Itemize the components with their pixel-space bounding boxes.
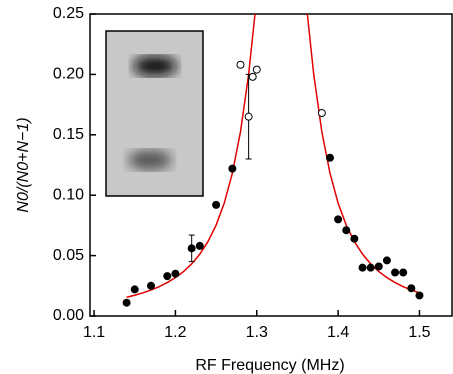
data-point (123, 299, 130, 306)
y-tick-label: 0.20 (53, 66, 84, 83)
data-point (351, 235, 358, 242)
data-point (335, 216, 342, 223)
data-point (383, 257, 390, 264)
data-point (408, 285, 415, 292)
data-point (213, 201, 220, 208)
data-point (318, 110, 325, 117)
y-tick-label: 0.05 (53, 247, 84, 264)
data-point (253, 66, 260, 73)
data-point (326, 154, 333, 161)
chart: RF Frequency (MHz) N0/(N0+N−1) 1.1 1.2 1.3… (0, 0, 453, 374)
data-point (196, 242, 203, 249)
data-point (164, 273, 171, 280)
x-tick-label: 1.5 (408, 324, 430, 341)
x-tick-label: 1.4 (327, 324, 349, 341)
y-axis-label: N0/(N0+N−1) (15, 117, 32, 212)
data-point (131, 286, 138, 293)
data-point (229, 165, 236, 172)
x-tick-label: 1.2 (164, 324, 186, 341)
data-point (416, 292, 423, 299)
data-point (343, 227, 350, 234)
data-point (359, 264, 366, 271)
data-point (188, 245, 195, 252)
x-tick-label: 1.3 (246, 324, 268, 341)
data-point (375, 263, 382, 270)
x-tick-label: 1.1 (83, 324, 105, 341)
data-point (148, 282, 155, 289)
x-axis-label: RF Frequency (MHz) (195, 357, 344, 374)
data-point (245, 113, 252, 120)
data-point (237, 61, 244, 68)
y-tick-label: 0.15 (53, 126, 84, 143)
data-point (249, 73, 256, 80)
y-tick-label: 0.25 (53, 5, 84, 22)
data-point (392, 269, 399, 276)
data-point (400, 269, 407, 276)
y-tick-label: 0.10 (53, 186, 84, 203)
y-tick-label: 0.00 (53, 307, 84, 324)
data-point (172, 270, 179, 277)
inset-image (106, 31, 203, 196)
data-point (367, 264, 374, 271)
